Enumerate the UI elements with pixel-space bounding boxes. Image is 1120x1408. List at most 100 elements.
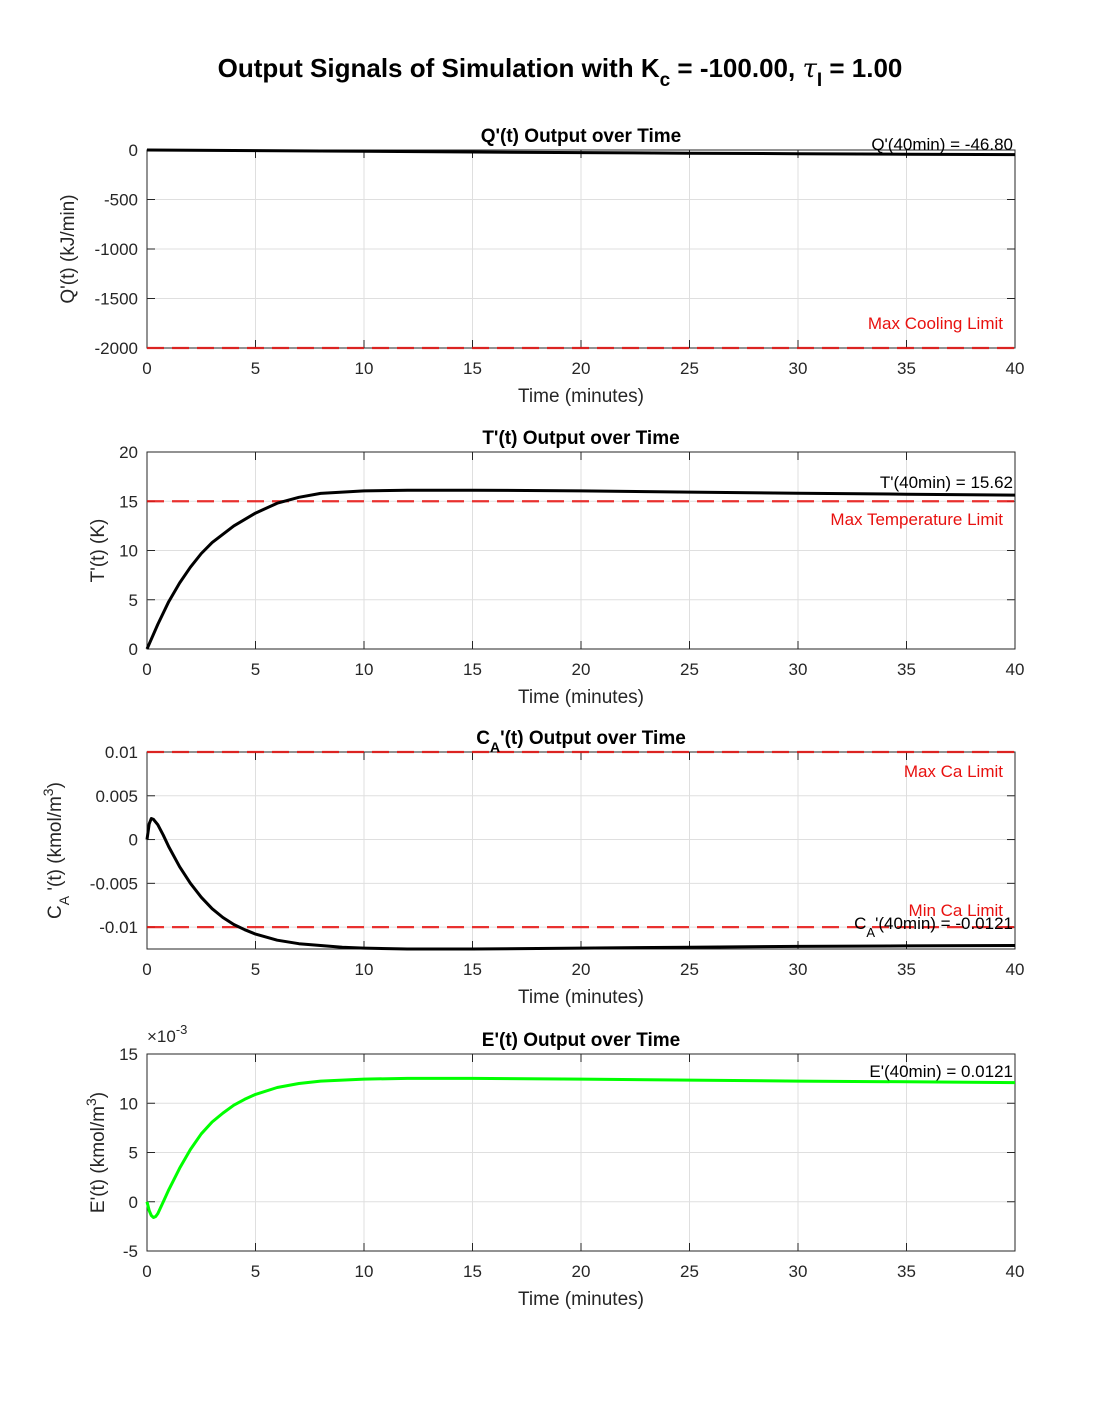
x-tick-label: 0 [142,660,151,679]
data-point [255,1094,256,1095]
data-point [689,1080,690,1081]
subplot-1: 0 5 10 15 20 25 30 35 40 -2000 -1500 -1000 -500 0 Max … [58,126,1024,407]
data-point [277,503,278,504]
data-point [1015,154,1016,155]
x-tick-label: 40 [1006,660,1025,679]
subplot-3: 0 5 10 15 20 25 30 35 40 -0.01 -0.005 0 0.005 0.01 Max… [40,728,1024,1008]
x-tick-label: 40 [1006,359,1025,378]
series-line [145,817,1016,951]
data-point [151,1215,152,1216]
data-point [277,940,278,941]
data-point [298,943,299,944]
data-point [212,908,213,909]
y-tick-label: 0 [129,831,138,850]
x-tick-label: 5 [251,359,260,378]
y-tick-label: 5 [129,1144,138,1163]
x-tick-label: 20 [572,960,591,979]
x-tick-label: 25 [680,660,699,679]
data-point [201,897,202,898]
data-point [233,1105,234,1106]
data-point [233,924,234,925]
data-point [689,492,690,493]
data-point [320,493,321,494]
data-point [157,1213,158,1214]
x-tick-label: 30 [789,960,808,979]
data-point [906,494,907,495]
data-point [153,1217,154,1218]
data-point [147,150,148,151]
data-point [233,525,234,526]
data-point [168,1189,169,1190]
y-tick-label: 15 [119,492,138,511]
final-value-annotation: Q'(40min) = -46.80 [871,135,1013,154]
data-point [179,866,180,867]
data-point [168,601,169,602]
data-point [155,1216,156,1217]
x-tick-label: 0 [142,1262,151,1281]
y-axis-label: E'(t) (kmol/m3) [83,1092,109,1213]
data-point [149,1210,150,1211]
x-tick-label: 10 [355,660,374,679]
data-point [906,1081,907,1082]
y-tick-label: 10 [119,1094,138,1113]
data-point [689,153,690,154]
x-axis-label: Time (minutes) [518,386,644,407]
data-point [364,948,365,949]
limit-label: Max Cooling Limit [868,314,1003,333]
data-point [472,152,473,153]
data-point [190,567,191,568]
data-point [364,151,365,152]
final-value-annotation: CA'(40min) = -0.0121 [854,914,1013,940]
x-tick-label: 20 [572,359,591,378]
x-tick-label: 10 [355,960,374,979]
x-tick-label: 0 [142,960,151,979]
x-tick-label: 0 [142,359,151,378]
data-point [157,824,158,825]
data-point [222,1113,223,1114]
data-point [244,929,245,930]
data-point [1015,945,1016,946]
data-point [147,839,148,840]
data-point [151,818,152,819]
x-tick-label: 20 [572,660,591,679]
x-tick-label: 20 [572,1262,591,1281]
data-point [472,949,473,950]
y-axis-label: T'(t) (K) [88,519,109,583]
y-tick-label: -2000 [95,339,138,358]
data-point [190,883,191,884]
data-point [179,1168,180,1169]
x-tick-label: 15 [463,660,482,679]
data-point [472,1078,473,1079]
y-tick-label: 0 [129,640,138,659]
data-point [798,946,799,947]
data-point [168,846,169,847]
y-tick-label: -500 [104,191,138,210]
x-tick-label: 5 [251,960,260,979]
series-line [146,148,1016,157]
y-tick-label: -0.005 [90,874,138,893]
final-value-annotation: E'(40min) = 0.0121 [869,1062,1013,1081]
y-tick-label: 0.01 [105,743,138,762]
x-tick-label: 5 [251,660,260,679]
y-tick-label: 15 [119,1045,138,1064]
data-point [798,153,799,154]
data-point [581,1079,582,1080]
data-point [407,490,408,491]
y-tick-label: 0 [129,141,138,160]
data-point [277,1087,278,1088]
subplot-title: Q'(t) Output over Time [481,126,682,147]
data-point [201,1133,202,1134]
subplot-title: T'(t) Output over Time [482,428,679,449]
limit-label: Max Temperature Limit [830,510,1003,529]
data-point [689,947,690,948]
data-point [179,583,180,584]
data-point [147,1201,148,1202]
data-point [798,493,799,494]
data-point [255,934,256,935]
x-tick-label: 35 [897,1262,916,1281]
data-point [581,490,582,491]
x-tick-label: 30 [789,359,808,378]
data-point [212,542,213,543]
